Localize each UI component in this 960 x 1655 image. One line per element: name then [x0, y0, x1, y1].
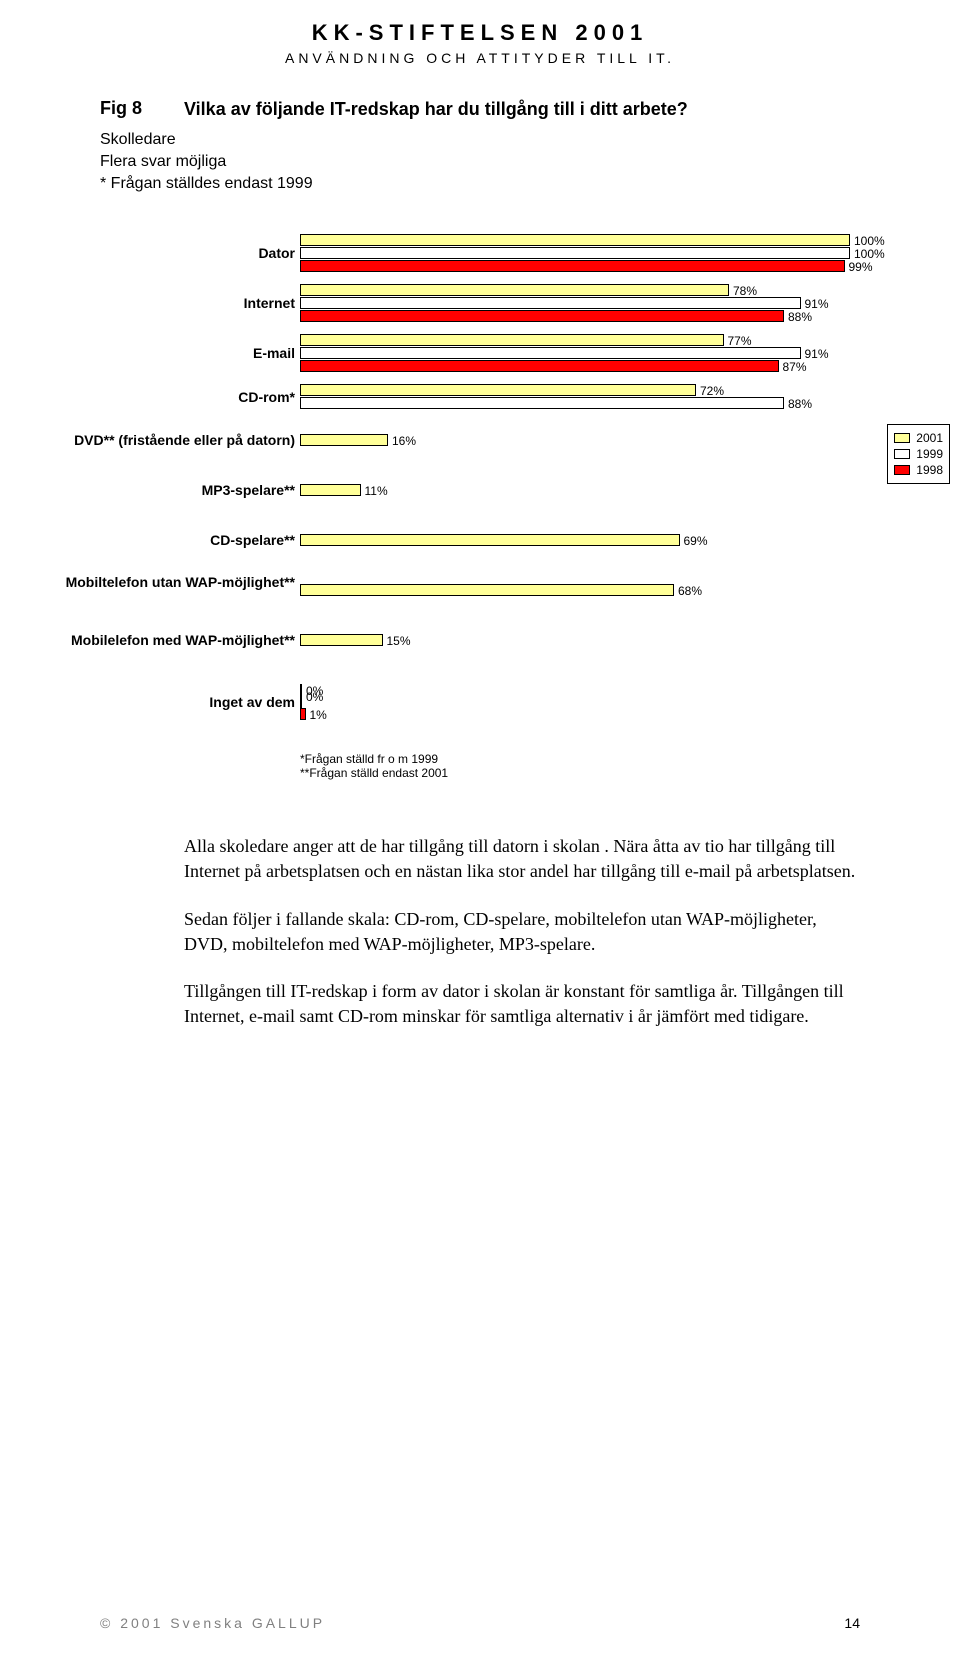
chart-bar — [300, 347, 801, 359]
body-paragraph: Tillgången till IT-redskap i form av dat… — [184, 979, 860, 1029]
chart-category-label: Internet — [55, 295, 295, 312]
chart-bar — [300, 434, 388, 446]
chart-legend: 2001 1999 1998 — [887, 424, 950, 484]
chart-bar-value: 72% — [700, 384, 724, 398]
chart-bar — [300, 484, 361, 496]
chart-bar-value: 16% — [392, 434, 416, 448]
chart-category-label: Mobiltelefon utan WAP-möjlighet** — [55, 574, 295, 591]
chart-bar-value: 91% — [805, 347, 829, 361]
chart-category-label: E-mail — [55, 345, 295, 362]
chart-category-label: MP3-spelare** — [55, 482, 295, 499]
header-title: KK-STIFTELSEN 2001 — [0, 20, 960, 46]
chart-bar — [300, 584, 674, 596]
chart-bar-value: 1% — [310, 708, 327, 722]
chart-bar-value: 78% — [733, 284, 757, 298]
chart-bar — [300, 297, 801, 309]
legend-label: 2001 — [916, 431, 943, 445]
chart-bar — [300, 684, 302, 696]
legend-swatch — [894, 449, 910, 459]
chart-bar-value: 87% — [783, 360, 807, 374]
chart-bar-value: 91% — [805, 297, 829, 311]
legend-label: 1998 — [916, 463, 943, 477]
chart-bar — [300, 696, 302, 708]
chart-bar — [300, 634, 383, 646]
footer-page-number: 14 — [844, 1615, 860, 1631]
body-text: Alla skoledare anger att de har tillgång… — [100, 834, 860, 1029]
chart-category-label: Inget av dem — [55, 694, 295, 711]
chart-bar-value: 88% — [788, 310, 812, 324]
bar-chart: Dator100%100%99%Internet78%91%88%E-mail7… — [40, 224, 940, 784]
figure-sub-line: Skolledare — [100, 129, 860, 151]
chart-bar — [300, 534, 680, 546]
footer-copyright: © 2001 Svenska GALLUP — [100, 1615, 325, 1631]
legend-item: 2001 — [894, 431, 943, 445]
legend-item: 1998 — [894, 463, 943, 477]
chart-bar — [300, 284, 729, 296]
chart-bar — [300, 708, 306, 720]
chart-category-label: DVD** (fristående eller på datorn) — [60, 432, 295, 449]
chart-category-label: Mobilelefon med WAP-möjlighet** — [60, 632, 295, 649]
chart-bar — [300, 310, 784, 322]
chart-category-label: CD-rom* — [55, 389, 295, 406]
body-paragraph: Alla skoledare anger att de har tillgång… — [184, 834, 860, 884]
chart-bar — [300, 247, 850, 259]
footnote-line: *Frågan ställd fr o m 1999 — [300, 752, 448, 766]
legend-label: 1999 — [916, 447, 943, 461]
figure-heading-row: Fig 8 Vilka av följande IT-redskap har d… — [100, 98, 860, 121]
chart-bar — [300, 234, 850, 246]
figure-subtitle: Skolledare Flera svar möjliga * Frågan s… — [100, 129, 860, 194]
chart-plot-area: Dator100%100%99%Internet78%91%88%E-mail7… — [300, 224, 850, 754]
chart-bar-value: 100% — [854, 247, 885, 261]
figure-label: Fig 8 — [100, 98, 160, 119]
legend-item: 1999 — [894, 447, 943, 461]
chart-bar — [300, 260, 845, 272]
chart-bar — [300, 397, 784, 409]
figure-sub-line: Flera svar möjliga — [100, 151, 860, 173]
chart-bar-value: 100% — [854, 234, 885, 248]
body-paragraph: Sedan följer i fallande skala: CD-rom, C… — [184, 907, 860, 957]
chart-bar-value: 15% — [387, 634, 411, 648]
legend-swatch — [894, 465, 910, 475]
chart-bar-value: 99% — [849, 260, 873, 274]
figure-title: Vilka av följande IT-redskap har du till… — [184, 98, 688, 121]
chart-bar — [300, 384, 696, 396]
header-subtitle: ANVÄNDNING OCH ATTITYDER TILL IT. — [0, 50, 960, 66]
chart-bar-value: 11% — [365, 484, 388, 498]
footnote-line: **Frågan ställd endast 2001 — [300, 766, 448, 780]
chart-bar-value: 88% — [788, 397, 812, 411]
chart-bar — [300, 334, 724, 346]
content: Fig 8 Vilka av följande IT-redskap har d… — [0, 66, 960, 1029]
chart-bar-value: 68% — [678, 584, 702, 598]
chart-bar-value: 77% — [728, 334, 752, 348]
chart-bar-value: 0% — [306, 690, 323, 704]
figure-sub-line: * Frågan ställdes endast 1999 — [100, 173, 860, 195]
chart-category-label: CD-spelare** — [55, 532, 295, 549]
chart-category-label: Dator — [55, 245, 295, 262]
chart-bar — [300, 360, 779, 372]
legend-swatch — [894, 433, 910, 443]
page-header: KK-STIFTELSEN 2001 ANVÄNDNING OCH ATTITY… — [0, 0, 960, 66]
chart-footnotes: *Frågan ställd fr o m 1999 **Frågan stäl… — [300, 752, 448, 780]
chart-bar-value: 69% — [684, 534, 708, 548]
page-footer: © 2001 Svenska GALLUP 14 — [100, 1615, 860, 1631]
